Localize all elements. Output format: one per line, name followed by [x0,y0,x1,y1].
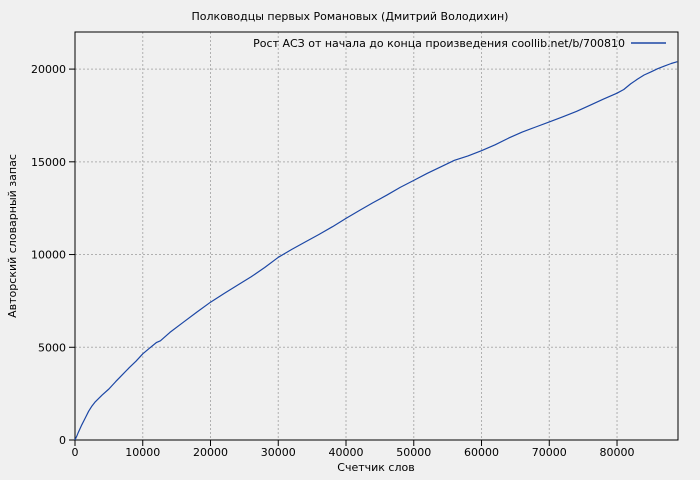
legend-label: Рост АСЗ от начала до конца произведения… [253,37,625,50]
x-tick-label: 70000 [532,446,567,459]
x-tick-label: 20000 [193,446,228,459]
chart-title: Полководцы первых Романовых (Дмитрий Вол… [192,10,509,23]
x-tick-label: 30000 [261,446,296,459]
gridlines [75,32,678,440]
axis-ticks [69,68,618,446]
x-tick-label: 10000 [125,446,160,459]
y-axis-label: Авторский словарный запас [6,154,19,318]
series-group [74,61,678,441]
tick-labels: 0 10000 20000 30000 40000 50000 60000 70000 8000… [31,63,635,459]
y-tick-label: 15000 [31,156,66,169]
y-tick-label: 5000 [38,341,66,354]
x-tick-label: 80000 [600,446,635,459]
x-axis-label: Счетчик слов [337,461,414,474]
y-tick-label: 10000 [31,249,66,262]
x-tick-label: 40000 [329,446,364,459]
x-tick-label: 60000 [464,446,499,459]
y-tick-label: 20000 [31,63,66,76]
x-tick-label: 50000 [396,446,431,459]
x-tick-label: 0 [72,446,79,459]
plot-border [74,31,679,441]
y-tick-label: 0 [59,434,66,447]
series-line [74,61,678,441]
